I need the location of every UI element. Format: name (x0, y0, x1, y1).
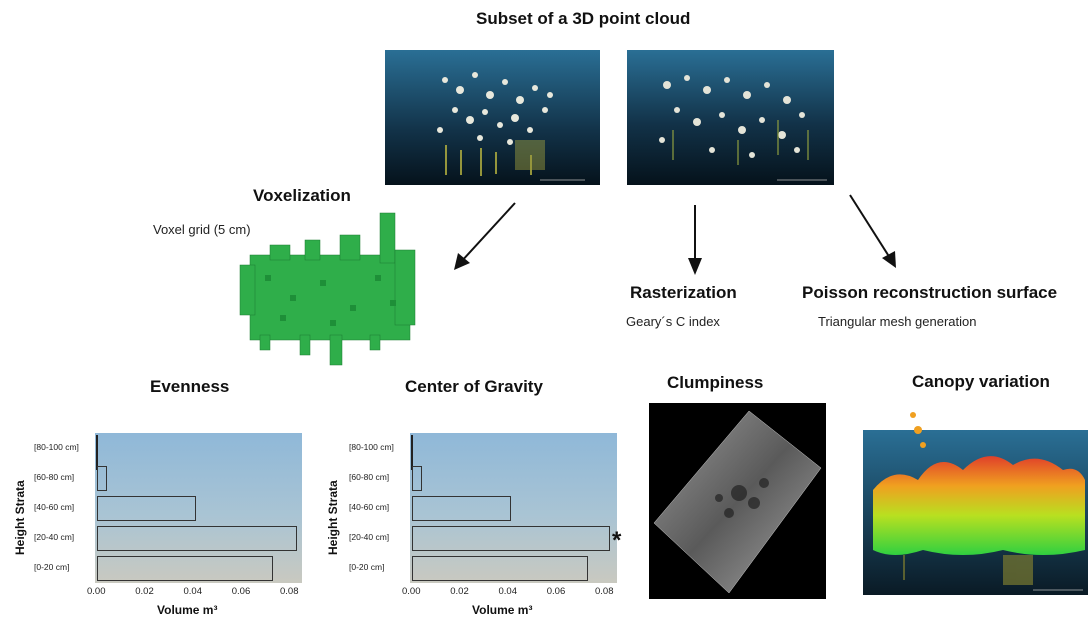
point-cloud-image-top (627, 50, 834, 185)
voxelization-title: Voxelization (253, 186, 351, 205)
arrow-to-rasterization (688, 205, 702, 275)
voxel-grid-image (230, 205, 425, 370)
y-axis-title: Height Strata (13, 480, 27, 555)
x-tick-label: 0.04 (498, 586, 518, 597)
strata-label: [40-60 cm] (349, 502, 390, 512)
y-axis-title: Height Strata (326, 480, 340, 555)
clumpiness-title: Clumpiness (667, 373, 764, 392)
strata-bar (412, 466, 422, 491)
strata-label: [60-80 cm] (34, 472, 75, 482)
strata-bar (97, 556, 274, 581)
x-tick-label: 0.08 (280, 586, 299, 597)
evenness-chart: [80-100 cm] [60-80 cm] [40-60 cm] [20-40 cm… (0, 425, 310, 617)
y-axis-line (96, 435, 98, 470)
strata-label: [20-40 cm] (34, 532, 75, 542)
clumpiness-image (649, 403, 826, 599)
arrow-to-voxelization (454, 202, 516, 270)
chart-background (410, 433, 617, 583)
x-tick-label: 0.04 (183, 586, 203, 597)
strata-label: [80-100 cm] (34, 442, 79, 452)
point-cloud-image-side (385, 50, 600, 185)
x-axis-title: Volume m³ (472, 603, 533, 617)
diagram-title: Subset of a 3D point cloud (476, 9, 691, 28)
rasterization-title: Rasterization (630, 283, 737, 302)
x-axis-title: Volume m³ (157, 603, 218, 617)
rasterization-subtitle: Geary´s C index (626, 314, 720, 329)
center-of-gravity-marker: * (612, 527, 622, 554)
y-axis-line (411, 435, 413, 470)
strata-label: [40-60 cm] (34, 502, 75, 512)
center-of-gravity-chart: [80-100 cm] [60-80 cm] [40-60 cm] [20-40 cm… (315, 425, 625, 617)
poisson-subtitle: Triangular mesh generation (818, 314, 977, 329)
x-tick-label: 0.06 (231, 586, 251, 597)
strata-bar (412, 556, 589, 581)
center-of-gravity-title: Center of Gravity (405, 377, 543, 396)
voxel-grid-label: Voxel grid (5 cm) (153, 222, 251, 237)
x-tick-label: 0.00 (87, 586, 106, 597)
x-tick-label: 0.02 (135, 586, 154, 597)
strata-bar (97, 466, 107, 491)
evenness-title: Evenness (150, 377, 230, 396)
strata-bar (412, 526, 610, 551)
strata-bar (412, 496, 511, 521)
strata-bar (97, 526, 298, 551)
strata-label: [0-20 cm] (34, 562, 70, 572)
canopy-variation-title: Canopy variation (912, 372, 1050, 391)
canopy-variation-image (863, 410, 1088, 595)
strata-label: [20-40 cm] (349, 532, 390, 542)
chart-background (95, 433, 302, 583)
arrow-to-poisson (849, 194, 896, 268)
x-tick-label: 0.08 (595, 586, 614, 597)
strata-label: [0-20 cm] (349, 562, 385, 572)
strata-bar (97, 496, 196, 521)
strata-label: [60-80 cm] (349, 472, 390, 482)
x-tick-label: 0.06 (546, 586, 566, 597)
poisson-title: Poisson reconstruction surface (802, 283, 1058, 302)
strata-label: [80-100 cm] (349, 442, 394, 452)
x-tick-label: 0.00 (402, 586, 421, 597)
x-tick-label: 0.02 (450, 586, 469, 597)
